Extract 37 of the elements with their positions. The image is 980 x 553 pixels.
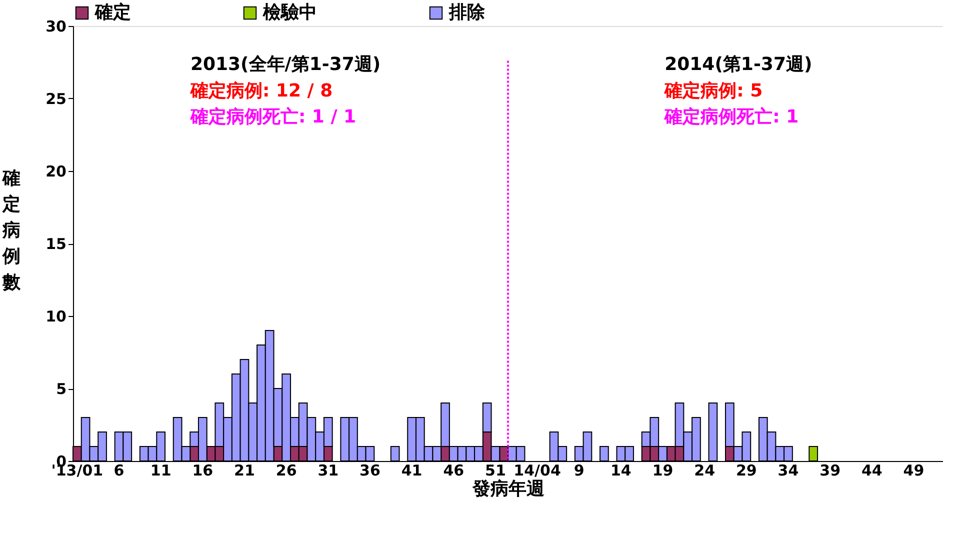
annotation: 確定病例: 5 [664, 80, 763, 102]
x-tick-label: 9 [574, 462, 584, 480]
y-tick-label: 20 [46, 162, 66, 180]
x-tick-label: 44 [861, 462, 882, 480]
x-tick-label: 49 [903, 462, 924, 480]
x-tick-label: 21 [234, 462, 255, 480]
x-tick-label: 51 [485, 462, 506, 480]
x-tick-label: 6 [114, 462, 124, 480]
x-tick-label: 16 [192, 462, 214, 480]
x-tick-label: 19 [652, 462, 674, 480]
legend-label: 檢驗中 [262, 2, 317, 23]
y-tick-label: 15 [46, 235, 66, 253]
x-tick-label: 34 [778, 462, 799, 480]
x-tick-label: 41 [401, 462, 422, 480]
x-tick-label: 29 [736, 462, 757, 480]
annotation: 確定病例: 12 / 8 [189, 80, 333, 102]
y-tick-label: 5 [56, 380, 66, 398]
annotation: 2014(第1-37週) [664, 54, 812, 76]
y-tick-label: 30 [46, 18, 66, 36]
x-tick-label: 11 [150, 462, 172, 480]
annotation: 確定病例死亡: 1 / 1 [189, 106, 356, 128]
y-axis-title: 確定病例數 [2, 168, 22, 294]
annotation: 2013(全年/第1-37週) [190, 54, 381, 76]
legend-label: 排除 [448, 2, 486, 23]
annotation: 確定病例死亡: 1 [664, 106, 799, 128]
x-tick-label: 14 [610, 462, 632, 480]
x-tick-label: 46 [443, 462, 464, 480]
x-tick-label: 36 [360, 462, 380, 480]
y-tick-label: 25 [46, 90, 66, 108]
x-axis-title: 發病年週 [472, 478, 544, 500]
y-tick-label: 10 [46, 308, 66, 326]
x-tick-label: 31 [318, 462, 339, 480]
x-tick-label: 24 [694, 462, 716, 480]
x-tick-label: 26 [276, 462, 297, 480]
legend-label: 確定 [94, 2, 131, 23]
x-tick-label: 14/04 [514, 462, 561, 480]
x-tick-label: 39 [820, 462, 841, 480]
